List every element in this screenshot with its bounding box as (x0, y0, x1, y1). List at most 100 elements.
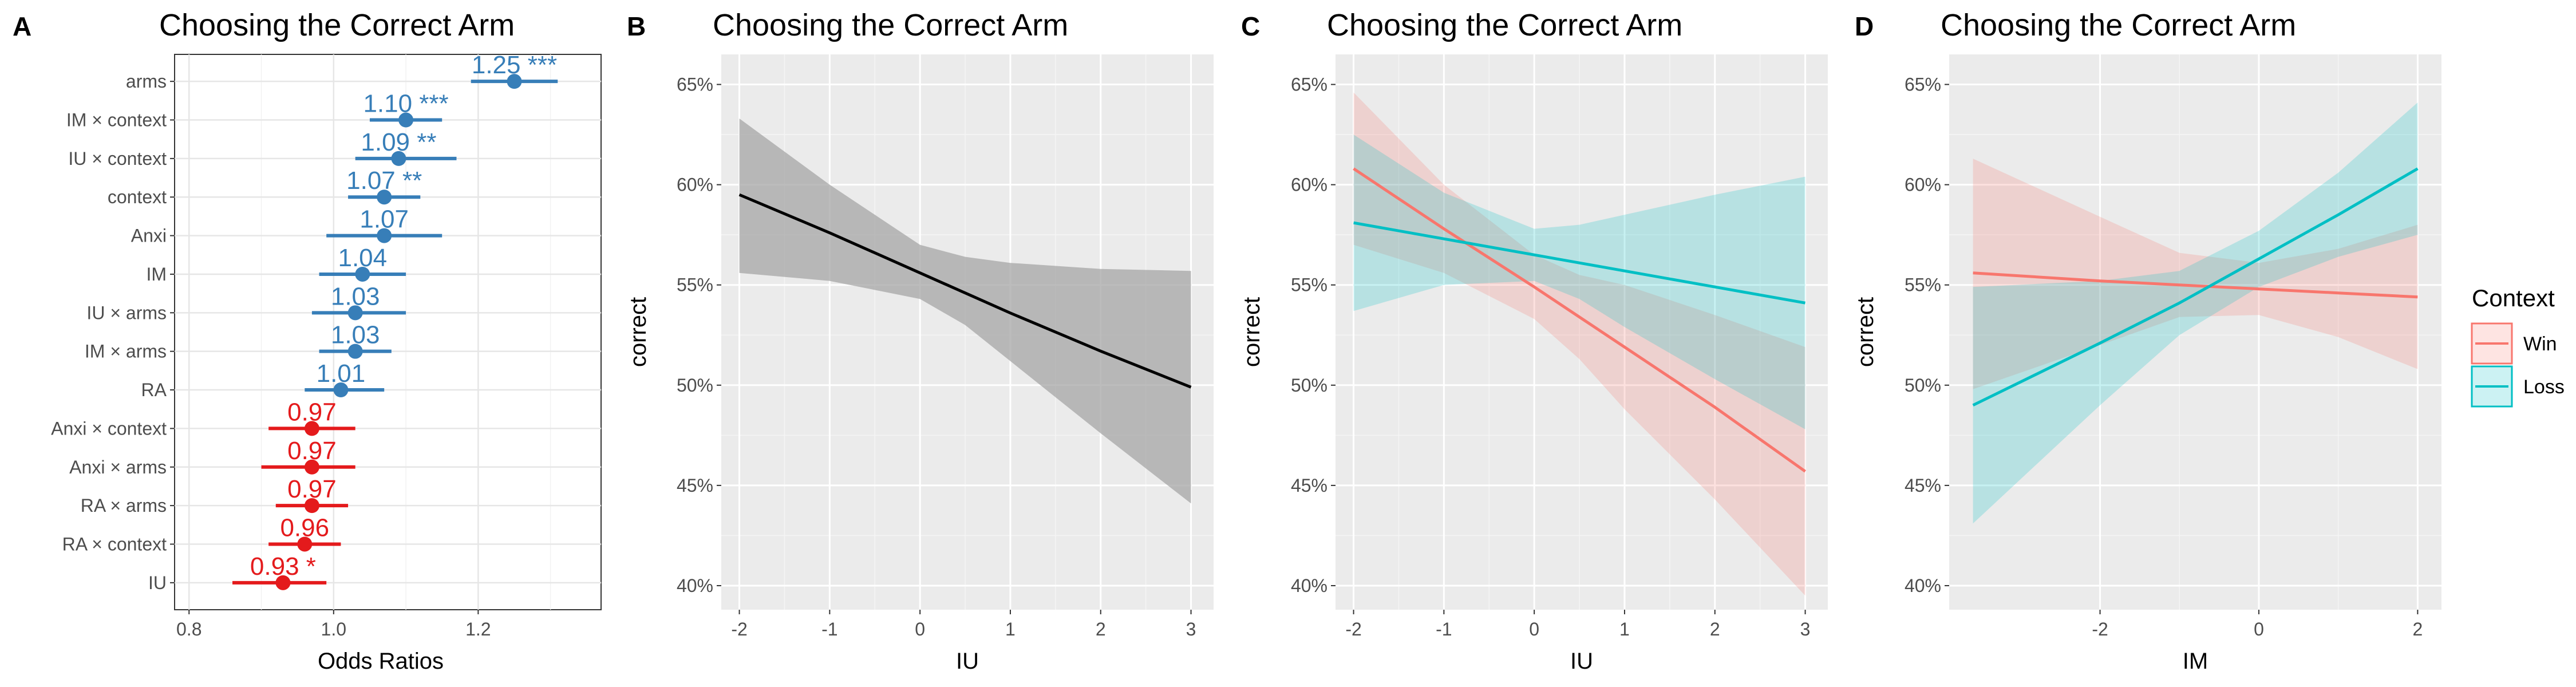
panel-c-title: Choosing the Correct Arm (1327, 8, 1682, 42)
panel-b-y-tick-label: 45% (677, 475, 713, 496)
legend-item-win: Win (2471, 322, 2557, 365)
data-label-ra-x-arms: 0.97 (287, 475, 337, 503)
data-label-anxi: 1.07 (359, 206, 409, 234)
panel-c-x-tick-label: 1 (1619, 619, 1630, 639)
panel-d-x-tick-label: -2 (2092, 619, 2108, 639)
point-anxi-x-context (304, 421, 319, 436)
data-label-im-x-context: 1.10 *** (363, 90, 448, 118)
panel-c: C Choosing the Correct Arm 40% 45% 50% 55% 6… (1239, 8, 1828, 674)
point-anxi (377, 228, 392, 243)
panel-d-x-ticks: -2 0 2 (2092, 610, 2423, 639)
data-label-ra-x-context: 0.96 (280, 514, 329, 542)
term-label-im-x-arms: IM × arms (85, 341, 167, 362)
panel-c-y-tick-label: 60% (1291, 175, 1327, 195)
point-ra-x-arms (304, 498, 319, 514)
panel-c-marks (1353, 92, 1806, 596)
data-label-im-x-arms: 1.03 (331, 321, 380, 349)
panel-c-y-tick-label: 55% (1291, 275, 1327, 295)
panel-d-y-tick-label: 40% (1905, 575, 1941, 596)
panel-c-x-tick-label: 0 (1529, 619, 1539, 639)
panel-d-x-tick-label: 0 (2254, 619, 2264, 639)
panel-b-marks (738, 119, 1192, 504)
panel-c-x-tick-label: -2 (1345, 619, 1361, 639)
panel-c-x-axis-title: IU (1570, 649, 1593, 674)
panel-d-title: Choosing the Correct Arm (1941, 8, 2296, 42)
point-iu-x-context (391, 151, 406, 166)
panel-d-y-axis-title: correct (1853, 297, 1878, 367)
panel-d-line-loss (1972, 167, 2419, 407)
panel-b-title: Choosing the Correct Arm (713, 8, 1068, 42)
term-label-context: context (108, 187, 167, 207)
legend-title: Context (2472, 285, 2555, 311)
panel-c-x-ticks: -2 -1 0 1 2 3 (1345, 610, 1810, 639)
term-label-anxi-x-context: Anxi × context (51, 418, 167, 439)
legend-label-win: Win (2523, 333, 2557, 355)
panel-d-confidence-band-loss (1973, 102, 2418, 524)
panel-b-x-ticks: -2 -1 0 1 2 3 (731, 610, 1196, 639)
term-label-anxi-x-arms: Anxi × arms (69, 457, 167, 477)
panel-c-y-tick-label: 40% (1291, 575, 1327, 596)
data-label-iu-x-context: 1.09 ** (361, 128, 436, 156)
term-label-im: IM (146, 264, 167, 285)
panel-d-plot-area (1949, 54, 2441, 610)
panel-a: A Choosing the Correct Arm 1.25 *** 1.10 … (13, 8, 602, 674)
legend-item-loss: Loss (2471, 365, 2565, 408)
panel-d-y-tick-label: 50% (1905, 375, 1941, 396)
panel-b-y-tick-label: 55% (677, 275, 713, 295)
panel-b-y-tick-label: 60% (677, 175, 713, 195)
panel-a-x-axis-title: Odds Ratios (318, 649, 444, 674)
panel-c-confidence-band-loss (1353, 135, 1805, 429)
legend-label-loss: Loss (2523, 376, 2565, 398)
panel-letter-a: A (13, 11, 31, 41)
data-label-iu-x-arms: 1.03 (331, 282, 380, 310)
point-ra (333, 382, 349, 398)
panel-c-x-tick-label: -1 (1436, 619, 1452, 639)
point-ra-x-context (297, 536, 313, 552)
panel-b-y-ticks: 40% 45% 50% 55% 60% 65% (677, 74, 721, 596)
point-iu-x-arms (347, 305, 363, 321)
panel-d-x-tick-label: 2 (2412, 619, 2423, 639)
panel-b: B Choosing the Correct Arm 40% 45% 50% 55% 6… (626, 8, 1214, 674)
panel-b-x-tick-label: -1 (821, 619, 837, 639)
panel-d-gridlines (1949, 54, 2441, 610)
panel-d-y-ticks: 40% 45% 50% 55% 60% 65% (1905, 74, 1949, 596)
panel-d-marks (1972, 102, 2419, 524)
panel-b-confidence-band-fit (739, 119, 1191, 504)
panel-d-line-win (1973, 271, 2418, 299)
panel-c-y-tick-label: 45% (1291, 475, 1327, 496)
data-label-arms: 1.25 *** (472, 51, 557, 79)
panel-a-marks: 1.25 *** 1.10 *** 1.09 ** 1.07 ** 1.07 1.04 1.… (232, 51, 558, 590)
panel-a-plot-area (174, 54, 602, 610)
panel-c-x-tick-label: 2 (1710, 619, 1720, 639)
panel-b-y-axis-title: correct (626, 297, 651, 367)
panel-c-confidence-band-win (1353, 92, 1805, 596)
panel-a-x-ticks: 0.8 1.0 1.2 (176, 610, 491, 639)
panel-c-x-tick-label: 3 (1800, 619, 1811, 639)
panel-c-y-tick-label: 65% (1291, 74, 1327, 95)
term-label-iu-x-context: IU × context (68, 148, 167, 169)
panel-b-y-tick-label: 40% (677, 575, 713, 596)
term-label-arms: arms (126, 71, 167, 92)
term-label-ra-x-arms: RA × arms (81, 495, 167, 516)
panel-a-x-tick-label: 0.8 (176, 619, 202, 639)
point-iu (275, 575, 291, 590)
panel-letter-c: C (1241, 11, 1260, 41)
panel-d-y-tick-label: 60% (1905, 175, 1941, 195)
legend: Context Win Loss (2471, 285, 2565, 408)
term-label-ra: RA (141, 380, 167, 400)
term-label-im-x-context: IM × context (66, 110, 167, 131)
term-label-anxi: Anxi (131, 226, 167, 246)
panel-letter-b: B (627, 11, 646, 41)
panel-c-y-axis-title: correct (1239, 297, 1265, 367)
point-context (377, 189, 392, 205)
panel-a-term-labels: arms IM × context IU × context context Anxi I… (51, 71, 175, 593)
point-anxi-x-arms (304, 459, 319, 475)
panel-b-x-tick-label: 0 (915, 619, 925, 639)
panel-letter-d: D (1855, 11, 1874, 41)
term-label-iu: IU (148, 572, 167, 593)
panel-b-y-tick-label: 65% (677, 74, 713, 95)
data-label-iu: 0.93 * (250, 552, 316, 581)
panel-d-y-tick-label: 55% (1905, 275, 1941, 295)
panel-b-x-axis-title: IU (956, 649, 979, 674)
